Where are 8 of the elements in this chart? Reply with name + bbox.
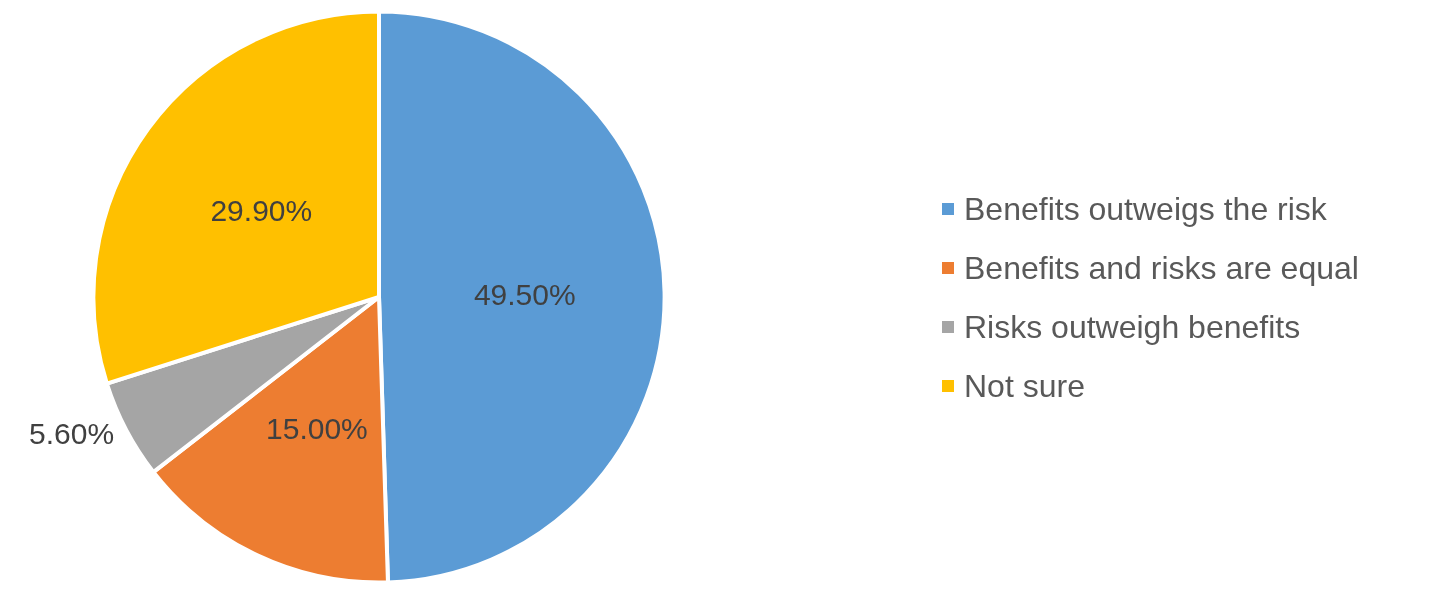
legend-label: Risks outweigh benefits bbox=[964, 309, 1301, 345]
data-label: 49.50% bbox=[473, 278, 576, 312]
data-label: 15.00% bbox=[266, 412, 368, 446]
legend-label: Benefits outweigs the risk bbox=[964, 191, 1328, 227]
data-label: 29.90% bbox=[210, 194, 313, 228]
data-label: 5.60% bbox=[29, 417, 115, 451]
legend-label: Benefits and risks are equal bbox=[964, 250, 1359, 286]
legend-label: Not sure bbox=[964, 368, 1085, 404]
